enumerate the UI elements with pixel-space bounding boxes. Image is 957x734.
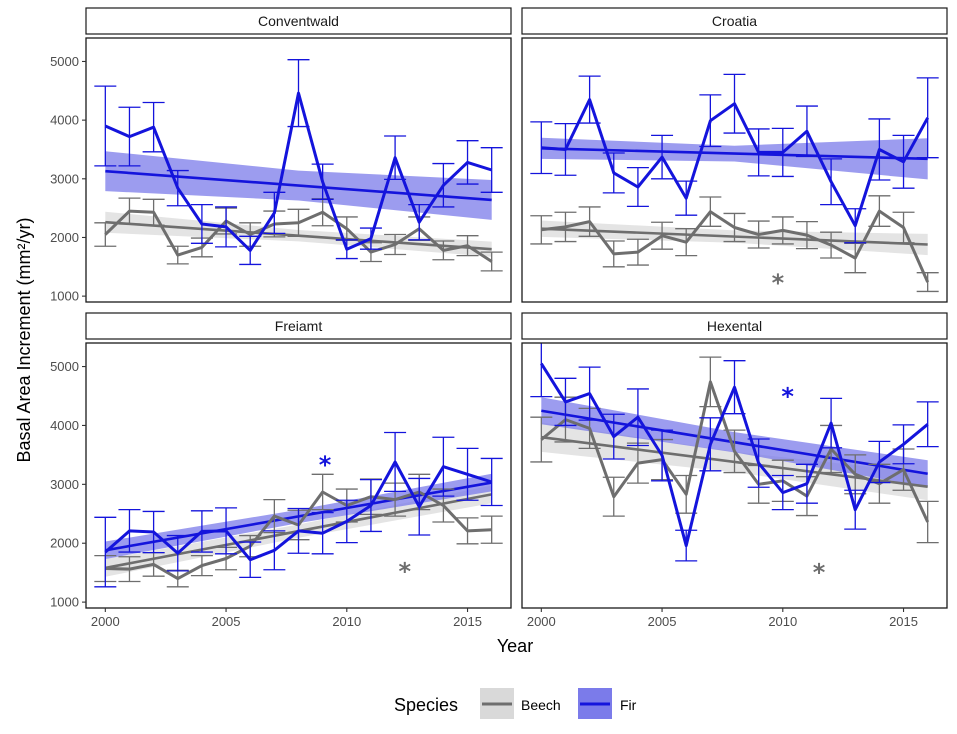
x-tick-label: 2015 (889, 614, 918, 629)
facet-label-croatia: Croatia (712, 13, 757, 29)
significance-star-beech-croatia: * (772, 269, 785, 297)
significance-star-fir-hexental: * (781, 382, 794, 410)
panel-freiamt: Freiamt * * 1000 2000 3000 4000 5000 2000 2005 201… (50, 312, 512, 629)
panel-croatia: Croatia * (521, 7, 948, 303)
y-tick-label: 1000 (50, 289, 79, 304)
panel-border-croatia (521, 37, 948, 303)
facet-label-hexental: Hexental (707, 318, 762, 334)
panel-hexental: Hexental * * 2000 2005 2010 2015 (521, 312, 948, 629)
plot-content-conventwald (94, 59, 503, 272)
facet-label-conventwald: Conventwald (258, 13, 339, 29)
facet-strip-hexental (521, 312, 948, 340)
y-tick-label: 5000 (50, 54, 79, 69)
y-tick-label: 1000 (50, 595, 79, 610)
x-tick-label: 2010 (768, 614, 797, 629)
y-tick-label: 2000 (50, 230, 79, 245)
facet-strip-freiamt (85, 312, 512, 340)
y-tick-label: 2000 (50, 536, 79, 551)
panel-border-conventwald (85, 37, 512, 303)
facet-strip-croatia (521, 7, 948, 35)
legend-label-beech: Beech (521, 697, 561, 713)
x-tick-label: 2000 (91, 614, 120, 629)
plot-area-freiamt (86, 343, 511, 608)
y-tick-label: 3000 (50, 477, 79, 492)
trend-line-fir-conventwald (105, 169, 492, 202)
panel-conventwald: Conventwald 1000 2000 3000 4000 5000 (50, 7, 512, 304)
plot-content-croatia (530, 73, 939, 293)
x-tick-label: 2015 (453, 614, 482, 629)
y-tick-label: 4000 (50, 113, 79, 128)
significance-star-beech-freiamt: * (398, 557, 411, 585)
facet-strip-conventwald (85, 7, 512, 35)
x-tick-label: 2005 (212, 614, 241, 629)
panels: Conventwald10002000300040005000Croatia*F… (50, 7, 948, 629)
y-tick-label: 5000 (50, 359, 79, 374)
y-axis-title: Basal Area Increment (mm²/yr) (14, 217, 34, 462)
x-tick-label: 2000 (527, 614, 556, 629)
panel-border-freiamt (85, 342, 512, 609)
x-axis-title: Year (497, 636, 533, 656)
x-tick-label: 2005 (648, 614, 677, 629)
legend: Species Beech Fir (394, 688, 637, 719)
facet-label-freiamt: Freiamt (275, 318, 323, 334)
plot-content-hexental (530, 343, 939, 562)
legend-label-fir: Fir (620, 697, 637, 713)
x-tick-label: 2010 (332, 614, 361, 629)
significance-star-fir-freiamt: * (319, 451, 332, 479)
plot-content-freiamt (94, 431, 503, 588)
panel-border-hexental (521, 342, 948, 609)
y-tick-label: 4000 (50, 418, 79, 433)
significance-star-beech-hexental: * (813, 559, 826, 587)
legend-title: Species (394, 695, 458, 715)
y-tick-label: 3000 (50, 171, 79, 186)
